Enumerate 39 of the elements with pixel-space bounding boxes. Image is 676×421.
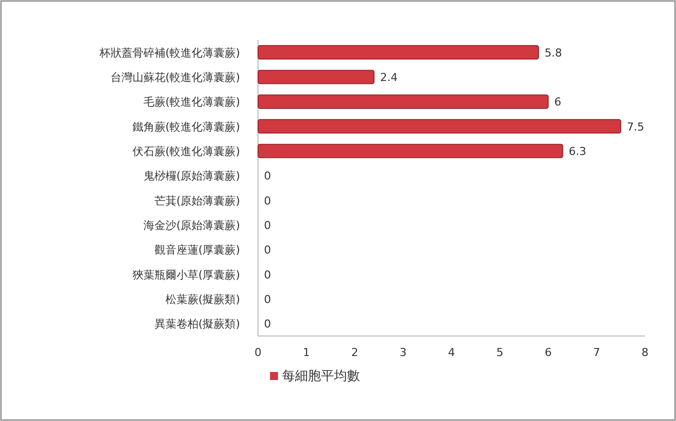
x-tick-label: 2	[351, 346, 358, 359]
bar	[258, 144, 564, 158]
data-label: 6	[554, 96, 562, 109]
x-tick-label: 7	[593, 346, 600, 359]
y-tick-label: 狹葉瓶爾小草(厚囊蕨)	[132, 268, 240, 282]
x-tick-label: 0	[254, 346, 262, 359]
data-label: 0	[264, 219, 271, 232]
x-tick-label: 8	[642, 346, 648, 359]
legend-label: 每細胞平均數	[282, 369, 360, 384]
data-label: 0	[264, 244, 271, 257]
y-tick-label: 芒萁(原始薄囊蕨)	[154, 194, 240, 208]
data-label: 0	[264, 170, 271, 183]
data-label: 0	[264, 268, 271, 282]
data-label: 2.4	[380, 71, 398, 84]
data-label: 7.5	[626, 120, 644, 134]
data-label: 0	[264, 293, 271, 306]
x-tick-label: 3	[400, 346, 407, 359]
x-tick-label: 1	[302, 346, 310, 359]
data-label: 0	[264, 194, 271, 208]
bar	[258, 94, 549, 109]
bar	[258, 119, 622, 134]
y-tick-label: 伏石蕨(較進化薄囊蕨)	[132, 145, 240, 158]
bar	[258, 45, 539, 60]
y-tick-label: 鬼桫欏(原始薄囊蕨)	[143, 170, 240, 183]
y-tick-label: 觀音座蓮(厚囊蕨)	[154, 244, 240, 257]
y-tick-label: 松葉蕨(擬蕨類)	[165, 293, 240, 306]
y-tick-label: 杯狀蓋骨碎補(較進化薄囊蕨)	[98, 46, 240, 60]
y-tick-label: 鐵角蕨(較進化薄囊蕨)	[132, 120, 240, 134]
y-tick-label: 台灣山蘇花(較進化薄囊蕨)	[110, 71, 240, 84]
bar	[258, 70, 374, 84]
y-tick-label: 海金沙(原始薄囊蕨)	[143, 219, 240, 232]
data-label: 5.8	[544, 46, 562, 60]
y-tick-label: 異葉卷柏(擬蕨類)	[154, 318, 240, 331]
x-tick-label: 4	[448, 346, 455, 359]
data-label: 6.3	[568, 145, 586, 158]
x-tick-label: 6	[544, 346, 552, 359]
data-label: 0	[264, 318, 271, 331]
y-tick-label: 毛蕨(較進化薄囊蕨)	[143, 96, 240, 109]
x-tick-label: 5	[496, 346, 504, 359]
